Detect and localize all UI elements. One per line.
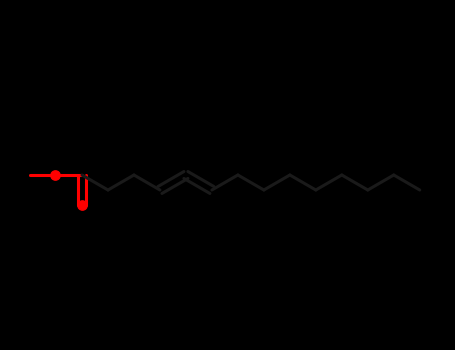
Point [78, 202, 86, 208]
Point [51, 172, 59, 178]
